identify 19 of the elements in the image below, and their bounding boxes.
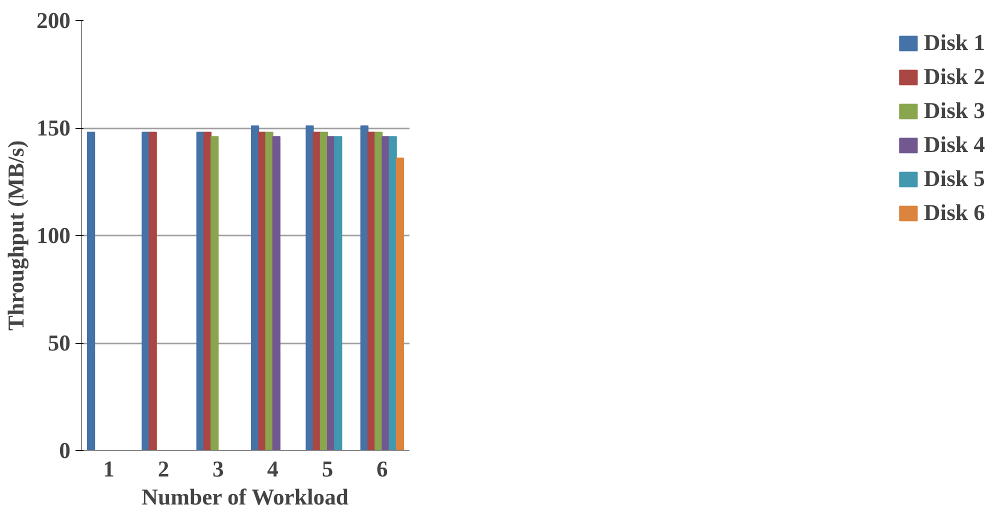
legend-label: Disk 5 <box>924 166 985 192</box>
y-tick-label: 50 <box>48 330 70 356</box>
y-tick-label: 200 <box>36 8 70 33</box>
x-axis-title: Number of Workload <box>142 484 349 510</box>
legend-label: Disk 2 <box>924 64 985 90</box>
x-tick-label: 3 <box>212 456 224 482</box>
x-tick-label: 5 <box>322 456 334 482</box>
y-tick-label: 100 <box>36 223 70 248</box>
legend-label: Disk 4 <box>924 132 985 158</box>
y-tick-label: 0 <box>59 438 70 463</box>
legend-label: Disk 1 <box>924 30 985 56</box>
legend-label: Disk 3 <box>924 98 985 124</box>
legend-label: Disk 6 <box>924 200 985 226</box>
x-tick-label: 4 <box>267 456 278 482</box>
x-tick-label: 6 <box>376 456 388 482</box>
x-tick-label: 1 <box>103 456 114 482</box>
y-tick-label: 150 <box>36 116 70 140</box>
x-tick-label: 2 <box>158 456 170 482</box>
y-axis-title: Throughput (MB/s) <box>4 140 29 331</box>
